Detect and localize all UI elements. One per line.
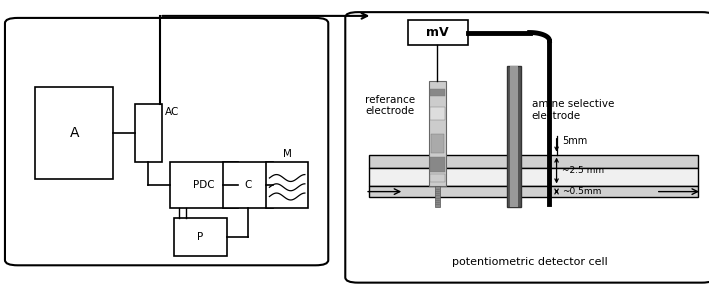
Bar bbox=[266, 162, 308, 208]
Bar bbox=[408, 20, 468, 45]
Text: C: C bbox=[245, 180, 252, 190]
Bar bbox=[430, 134, 445, 153]
Text: 5mm: 5mm bbox=[562, 136, 588, 146]
Bar bbox=[430, 89, 445, 96]
Bar bbox=[507, 66, 521, 207]
Bar bbox=[170, 162, 238, 208]
Text: PDC: PDC bbox=[193, 180, 215, 190]
Bar bbox=[430, 157, 445, 172]
FancyBboxPatch shape bbox=[345, 12, 709, 283]
Text: amine selective
electrode: amine selective electrode bbox=[532, 99, 614, 121]
Bar bbox=[429, 81, 446, 186]
FancyBboxPatch shape bbox=[5, 18, 328, 265]
Bar bbox=[369, 168, 698, 186]
Bar bbox=[135, 104, 162, 162]
Bar bbox=[430, 107, 445, 120]
Text: potentiometric detector cell: potentiometric detector cell bbox=[452, 257, 608, 266]
Text: A: A bbox=[69, 126, 79, 140]
Bar bbox=[430, 174, 445, 182]
Bar bbox=[174, 218, 227, 256]
Text: ~0.5mm: ~0.5mm bbox=[562, 187, 602, 196]
Text: mV: mV bbox=[427, 26, 449, 39]
Bar bbox=[35, 87, 113, 179]
Bar bbox=[510, 66, 518, 207]
Bar bbox=[435, 186, 440, 207]
Text: M: M bbox=[283, 149, 291, 159]
Bar bbox=[369, 186, 698, 197]
Text: referance
electrode: referance electrode bbox=[365, 95, 415, 116]
Text: ~2.5 mm: ~2.5 mm bbox=[562, 166, 604, 175]
Text: P: P bbox=[197, 232, 203, 242]
Bar bbox=[223, 162, 273, 208]
Bar bbox=[369, 155, 698, 168]
Text: AC: AC bbox=[165, 107, 179, 117]
